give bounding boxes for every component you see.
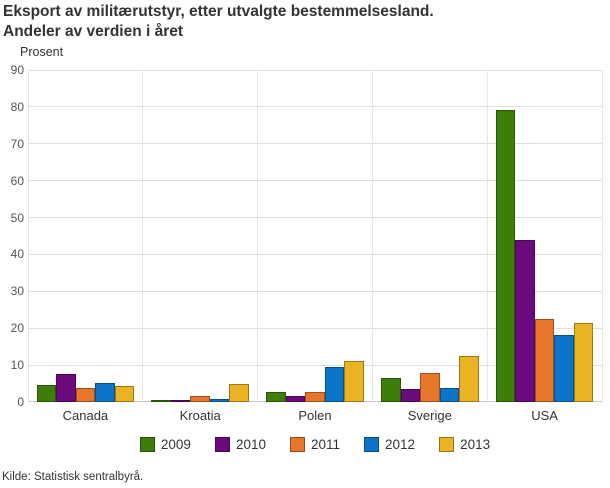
legend-label: 2010 — [235, 437, 266, 452]
bar-2010-kroatia — [170, 400, 191, 402]
y-axis-tick-label: 20 — [10, 321, 24, 336]
chart-title-line1: Eksport av militærutstyr, etter utvalgte… — [3, 3, 434, 20]
legend-swatch — [364, 437, 380, 452]
gridline — [28, 143, 602, 145]
source-note: Kilde: Statistisk sentralbyrå. — [2, 471, 144, 483]
bar-2010-sverige — [400, 389, 421, 402]
chart-title-line2: Andeler av verdien i året — [3, 22, 184, 40]
bar-2009-canada — [36, 384, 57, 402]
x-axis-label: Polen — [298, 408, 332, 423]
bar-2012-usa — [554, 334, 574, 402]
bar-2009-kroatia — [151, 400, 171, 402]
x-axis-label: Sverige — [407, 408, 452, 423]
y-axis-tick-label: 40 — [10, 247, 24, 262]
legend-item-2010[interactable]: 2010 — [214, 437, 266, 452]
gridline — [28, 217, 602, 219]
y-axis-tick-label: 0 — [17, 395, 24, 409]
bar-2010-canada — [56, 373, 76, 402]
bar-2009-usa — [495, 110, 516, 402]
bar-2011-kroatia — [190, 396, 210, 402]
vline — [257, 70, 259, 402]
bar-2012-polen — [324, 366, 345, 402]
y-axis-tick-label: 10 — [10, 358, 24, 373]
vline — [601, 70, 603, 402]
bar-2012-sverige — [439, 387, 460, 402]
legend-item-2009[interactable]: 2009 — [139, 437, 191, 452]
bar-2010-polen — [285, 396, 306, 402]
x-axis-label: USA — [531, 408, 558, 423]
chart-title: Eksport av militærutstyr, etter utvalgte… — [3, 2, 434, 41]
plot-area: 0 10 20 30 40 50 60 70 80 90 Canada Kroatia Polen Sve… — [11, 63, 603, 423]
bar-2013-canada — [114, 386, 135, 402]
legend-swatch — [214, 437, 230, 452]
vline — [371, 70, 373, 402]
bar-2011-usa — [534, 319, 555, 402]
bar-2012-kroatia — [209, 399, 230, 402]
vline — [486, 70, 488, 402]
legend-label: 2013 — [460, 437, 491, 452]
gridline — [28, 106, 602, 108]
bar-2011-sverige — [420, 372, 440, 402]
gridline — [28, 180, 602, 182]
legend-item-2012[interactable]: 2012 — [364, 437, 415, 452]
bar-2009-sverige — [381, 378, 401, 402]
bar-2012-canada — [95, 383, 115, 402]
legend-swatch — [139, 437, 155, 452]
y-axis-tick-label: 30 — [10, 284, 24, 299]
legend-swatch — [439, 437, 455, 452]
bar-2009-polen — [266, 391, 286, 402]
x-axis-label: Kroatia — [179, 408, 221, 423]
legend-label: 2012 — [385, 437, 416, 452]
legend-item-2013[interactable]: 2013 — [439, 437, 490, 452]
y-axis-tick-label: 80 — [10, 99, 24, 114]
bar-2013-sverige — [459, 355, 479, 402]
bar-2011-polen — [305, 392, 325, 402]
bar-2013-polen — [344, 361, 364, 402]
bar-2010-usa — [515, 240, 535, 402]
gridline — [28, 69, 602, 71]
gridline — [28, 290, 602, 292]
x-axis-label: Canada — [62, 408, 109, 423]
bar-2013-usa — [573, 323, 594, 402]
vline — [27, 70, 29, 402]
legend-label: 2011 — [310, 437, 341, 452]
y-axis-tick-label: 60 — [10, 173, 24, 188]
y-axis-tick-label: 70 — [10, 136, 24, 151]
gridline — [28, 253, 602, 255]
y-axis-tick-label: 90 — [10, 63, 24, 77]
gridline — [28, 364, 602, 366]
legend-label: 2009 — [160, 437, 191, 452]
legend: 2009 2010 2011 2012 2013 — [28, 437, 602, 452]
y-axis-title: Prosent — [20, 45, 64, 59]
bar-2013-kroatia — [229, 383, 249, 402]
legend-swatch — [289, 437, 305, 452]
legend-item-2011[interactable]: 2011 — [289, 437, 341, 452]
vline — [142, 70, 144, 402]
gridline — [28, 327, 602, 329]
bar-2011-canada — [75, 387, 96, 402]
y-axis-tick-label: 50 — [10, 210, 24, 225]
